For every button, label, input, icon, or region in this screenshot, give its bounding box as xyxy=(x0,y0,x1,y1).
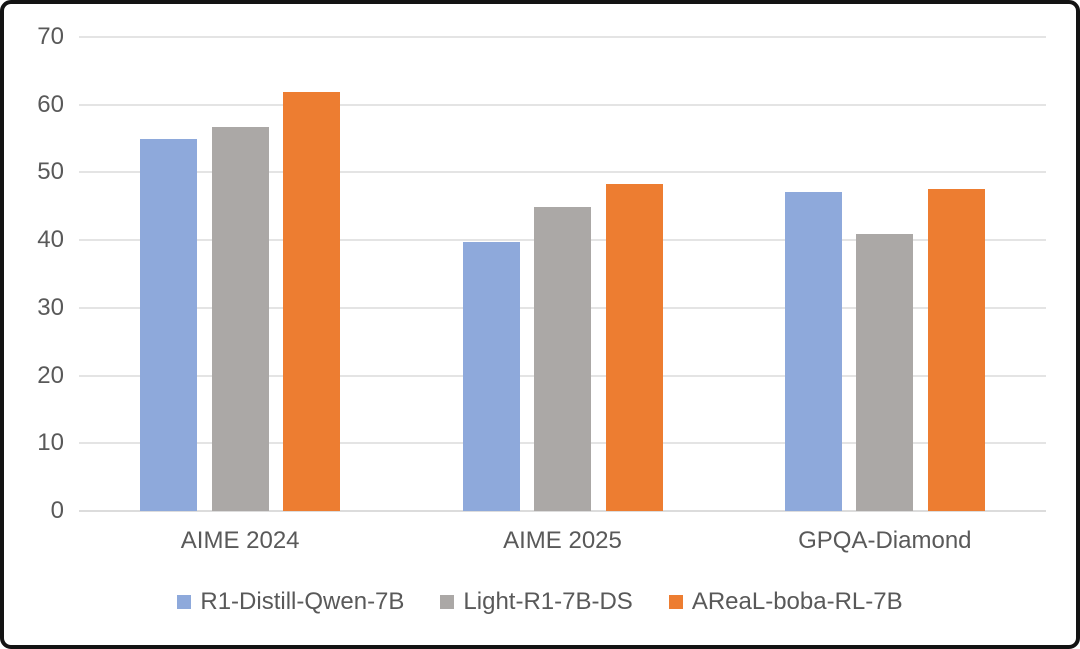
y-tick-label-50: 50 xyxy=(37,158,64,186)
legend-label: R1-Distill-Qwen-7B xyxy=(200,588,405,615)
bar-r1-distill-qwen-7b-aime-2025 xyxy=(462,242,520,511)
y-tick-label-60: 60 xyxy=(37,90,64,118)
legend-swatch-icon xyxy=(440,595,455,609)
y-tick-label-40: 40 xyxy=(37,226,64,254)
gridline-70 xyxy=(79,36,1046,38)
y-tick-label-0: 0 xyxy=(50,497,64,524)
legend-swatch-icon xyxy=(668,595,683,609)
bar-light-r1-7b-ds-aime-2025 xyxy=(534,206,591,511)
y-tick-label-20: 20 xyxy=(37,361,64,389)
y-tick-label-10: 10 xyxy=(37,429,64,457)
bar-areal-boba-rl-7b-aime-2025 xyxy=(605,183,663,511)
x-category-label-gpqa-diamond: GPQA-Diamond xyxy=(798,527,972,554)
legend: R1-Distill-Qwen-7B Light-R1-7B-DS AReaL-bo… xyxy=(4,587,1076,617)
plot-area: 0 10 20 30 40 50 60 70 AIME 2024 AIME 2025 GPQA-Di… xyxy=(4,4,1076,645)
bar-r1-distill-qwen-7b-aime-2024 xyxy=(140,138,198,511)
legend-item-areal-boba-rl-7b: AReaL-boba-RL-7B xyxy=(668,588,903,616)
legend-label: AReaL-boba-RL-7B xyxy=(691,588,903,615)
bar-areal-boba-rl-7b-aime-2024 xyxy=(283,91,341,511)
bar-r1-distill-qwen-7b-gpqa-diamond xyxy=(784,192,842,511)
x-category-label-aime-2025: AIME 2025 xyxy=(503,527,622,554)
legend-item-light-r1-7b-ds: Light-R1-7B-DS xyxy=(440,588,633,616)
bar-areal-boba-rl-7b-gpqa-diamond xyxy=(927,188,985,511)
gridline-60 xyxy=(79,103,1046,106)
legend-swatch-icon xyxy=(177,595,192,609)
gridline-50 xyxy=(79,171,1046,174)
x-category-label-aime-2024: AIME 2024 xyxy=(180,527,300,554)
legend-item-r1-distill-qwen-7b: R1-Distill-Qwen-7B xyxy=(177,588,404,616)
x-axis-line xyxy=(79,510,1046,512)
legend-label: Light-R1-7B-DS xyxy=(463,588,633,615)
y-tick-label-30: 30 xyxy=(37,293,64,321)
bar-light-r1-7b-ds-aime-2024 xyxy=(211,127,269,511)
bar-light-r1-7b-ds-gpqa-diamond xyxy=(856,234,914,511)
y-tick-label-70: 70 xyxy=(37,23,64,50)
